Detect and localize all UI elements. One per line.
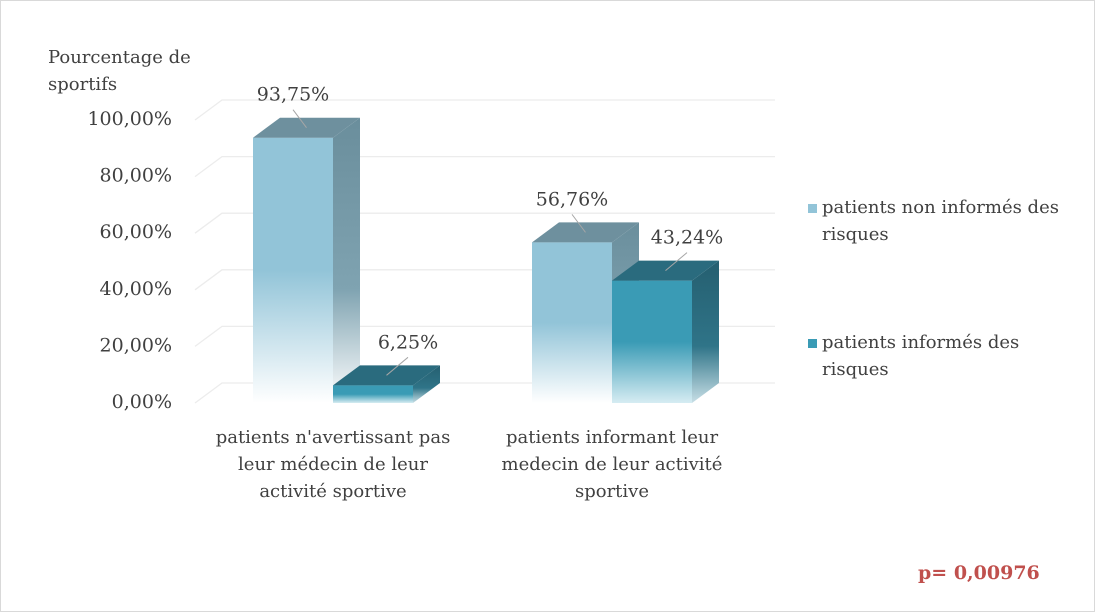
legend-swatch <box>808 204 817 213</box>
y-tick-label: 60,00% <box>100 221 172 243</box>
legend-label: patients non informés des risques <box>822 197 1059 245</box>
grid-line <box>194 155 775 178</box>
x-tick-label: patients n'avertissant pas leur médecin … <box>215 427 451 502</box>
leader-line <box>386 356 409 376</box>
leader-line <box>292 109 307 128</box>
bar-front <box>532 242 612 403</box>
bar <box>612 260 719 403</box>
grid-line <box>194 212 775 234</box>
bar <box>253 117 360 403</box>
y-tick-label: 100,00% <box>87 108 172 130</box>
legend-label: patients informés des risques <box>822 332 1020 380</box>
bar-front <box>612 280 692 403</box>
y-tick-label: 20,00% <box>100 334 172 356</box>
value-label: 6,25% <box>378 331 438 353</box>
bar-front <box>333 385 413 403</box>
value-label: 56,76% <box>536 188 608 210</box>
y-tick-label: 80,00% <box>100 165 172 187</box>
grid-line <box>194 99 775 121</box>
leader-line <box>571 214 586 233</box>
y-axis-title: Pourcentage de sportifs <box>48 47 191 95</box>
leader-line <box>665 252 688 272</box>
x-tick-label: patients informant leur medecin de leur … <box>501 427 723 502</box>
bar-side <box>692 260 719 403</box>
bar-side <box>333 117 360 403</box>
bar-side <box>413 365 440 403</box>
y-tick-label: 0,00% <box>112 391 172 413</box>
legend-swatch <box>808 339 817 348</box>
value-label: 43,24% <box>651 227 723 249</box>
bar-front <box>253 137 333 403</box>
annotation: p= 0,00976 <box>918 562 1040 584</box>
y-tick-label: 40,00% <box>100 278 172 300</box>
value-label: 93,75% <box>257 84 329 106</box>
